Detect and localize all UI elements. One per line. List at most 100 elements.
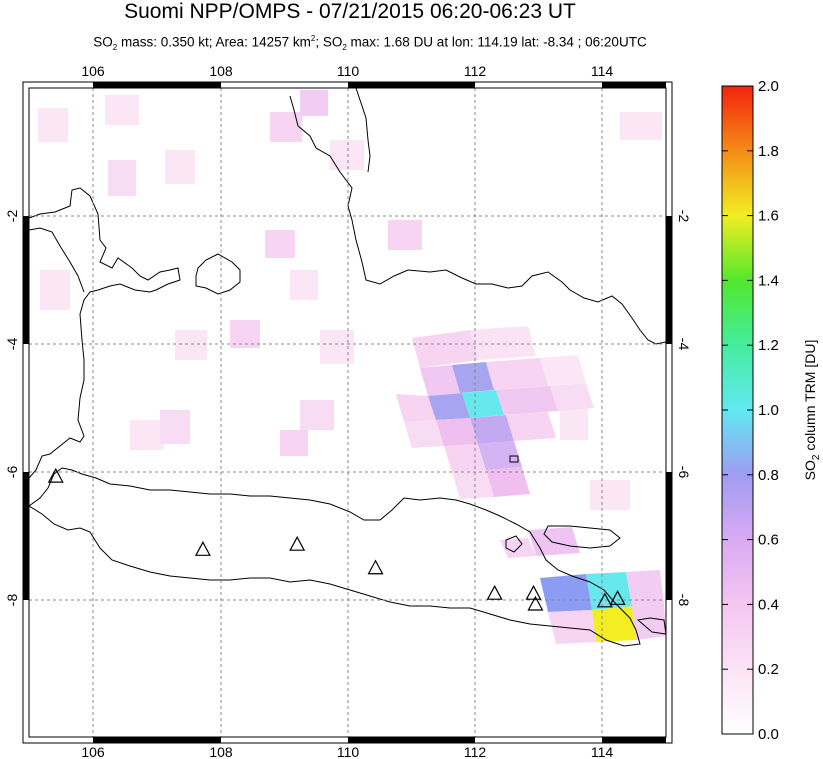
lon-label-top: 114: [591, 63, 614, 79]
coastline-madura: [543, 525, 621, 549]
volcano-triangle-icon: [525, 584, 542, 600]
coastline-bangka: [195, 253, 241, 295]
so2-pixel: [428, 393, 470, 420]
so2-pixel: [420, 365, 460, 396]
frame-top-seg: [93, 82, 221, 88]
frame-outline: [22, 81, 673, 744]
so2-pixel: [540, 355, 586, 386]
colorbar-label-prefix: SO: [802, 460, 818, 480]
lat-label-right: -4: [676, 338, 692, 351]
volcano-triangle-icon: [289, 535, 306, 551]
frame-left-seg: [23, 216, 29, 344]
lat-label-left: -8: [4, 594, 20, 607]
so2-pixel: [108, 160, 136, 196]
so2-pixel: [528, 527, 580, 556]
map-title: Suomi NPP/OMPS - 07/21/2015 06:20-06:23 …: [124, 0, 576, 23]
lat-label-left: -2: [4, 210, 20, 223]
colorbar-tick-label: 0.2: [758, 661, 779, 678]
so2-pixel: [620, 112, 662, 140]
frame-left-seg: [23, 472, 29, 600]
so2-pixel: [280, 430, 308, 456]
volcano-triangle-icon: [527, 595, 544, 611]
lon-label-top: 110: [337, 63, 360, 79]
so2-pixel: [592, 606, 636, 642]
subtitle-mass-area: mass: 0.350 kt; Area: 14257 km: [117, 34, 311, 50]
graticule: [29, 88, 666, 737]
coastline-islet-1: [505, 535, 523, 553]
colorbar-label-suffix: column TRM [DU]: [802, 340, 818, 455]
so2-pixel: [300, 90, 328, 116]
colorbar-tick-label: 1.2: [758, 337, 779, 354]
so2-pixel: [590, 480, 630, 510]
colorbar-tick-label: 1.8: [758, 143, 779, 160]
so2-pixel: [388, 220, 422, 250]
colorbar-tick-label: 1.6: [758, 208, 779, 225]
so2-pixel: [270, 112, 302, 142]
so2-pixel: [436, 418, 478, 446]
colorbar-tick-label: 1.4: [758, 272, 779, 289]
so2-pixel: [550, 383, 594, 411]
lon-label-top: 108: [209, 63, 233, 79]
so2-pixel: [105, 95, 139, 125]
so2-pixel: [130, 420, 164, 450]
so2-background-pixels: [38, 90, 662, 510]
so2-pixel: [290, 270, 318, 300]
volcano-triangle-icon: [609, 590, 626, 605]
frame-right-seg: [666, 472, 672, 600]
colorbar-tick-label: 2.0: [758, 78, 779, 95]
so2-pixel: [320, 330, 354, 364]
lat-label-left: -6: [4, 466, 20, 479]
so2-pixel: [470, 326, 536, 360]
colorbar-label: SO2 column TRM [DU]: [802, 340, 822, 481]
lon-label-bottom: 112: [464, 744, 487, 759]
coastline-kalimantan-2: [355, 88, 371, 173]
map-subtitle: SO2 mass: 0.350 kt; Area: 14257 km2; SO2…: [0, 34, 740, 52]
colorbar-label-sub: 2: [811, 454, 822, 460]
coastline-java: [29, 467, 641, 647]
coastline-kalimantan: [289, 95, 666, 345]
lon-label-bottom: 106: [81, 744, 105, 759]
lat-label-right: -2: [676, 210, 692, 223]
frame-bottom-seg: [93, 737, 221, 743]
colorbar-ticks: 0.0 0.2 0.4 0.6 0.8 1.0 1.2 1.4 1.6 1.8 2.0: [722, 78, 779, 743]
so2-pixel: [230, 320, 260, 348]
coastline-islet-2: [509, 455, 519, 463]
lon-label-bottom: 108: [209, 744, 233, 759]
volcano-triangle-icon: [47, 467, 64, 483]
so2-pixel: [38, 108, 68, 142]
so2-pixel: [412, 330, 478, 368]
frame-top-seg: [348, 82, 475, 88]
subtitle-max-info: max: 1.68 DU at lon: 114.19 lat: -8.34 ;…: [346, 34, 647, 50]
volcano-triangle-icon: [367, 559, 384, 575]
so2-pixel: [160, 410, 190, 444]
so2-pixel: [632, 604, 666, 640]
volcano-triangle-icon: [596, 592, 613, 608]
volcano-triangle-icon: [486, 584, 503, 600]
subtitle-sub2-b: 2: [342, 43, 347, 53]
colorbar-tick-label: 0.4: [758, 596, 779, 613]
subtitle-so2-label-b: ; SO: [315, 34, 343, 50]
colorbar-tick-label: 0.0: [758, 726, 779, 743]
subtitle-sup2: 2: [310, 34, 316, 43]
so2-pixel: [165, 150, 195, 184]
so2-plume: [396, 326, 666, 644]
coastlines: [29, 88, 666, 647]
so2-pixel: [175, 330, 207, 360]
so2-pixel: [40, 270, 70, 310]
lon-label-bottom: 110: [337, 744, 360, 759]
so2-pixel: [300, 400, 334, 430]
so2-pixel: [496, 386, 558, 415]
so2-pixel: [330, 140, 364, 170]
map-frame: [22, 81, 673, 744]
volcano-triangle-icon: [194, 541, 211, 556]
so2-pixel: [452, 470, 494, 499]
so2-pixel: [486, 467, 530, 497]
coastline-sumatra: [29, 187, 181, 479]
frame-top-seg: [602, 82, 666, 88]
lon-label-top: 106: [81, 63, 105, 79]
so2-pixel: [586, 572, 632, 610]
colorbar-tick-label: 0.8: [758, 467, 779, 484]
colorbar: 0.0 0.2 0.4 0.6 0.8 1.0 1.2 1.4 1.6 1.8 2.0 SO2 co…: [721, 78, 822, 743]
subtitle-so2-label: SO: [93, 34, 113, 50]
